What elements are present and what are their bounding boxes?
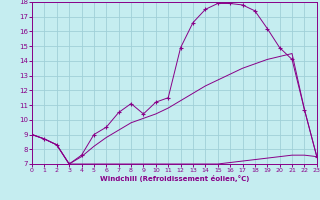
X-axis label: Windchill (Refroidissement éolien,°C): Windchill (Refroidissement éolien,°C) xyxy=(100,175,249,182)
